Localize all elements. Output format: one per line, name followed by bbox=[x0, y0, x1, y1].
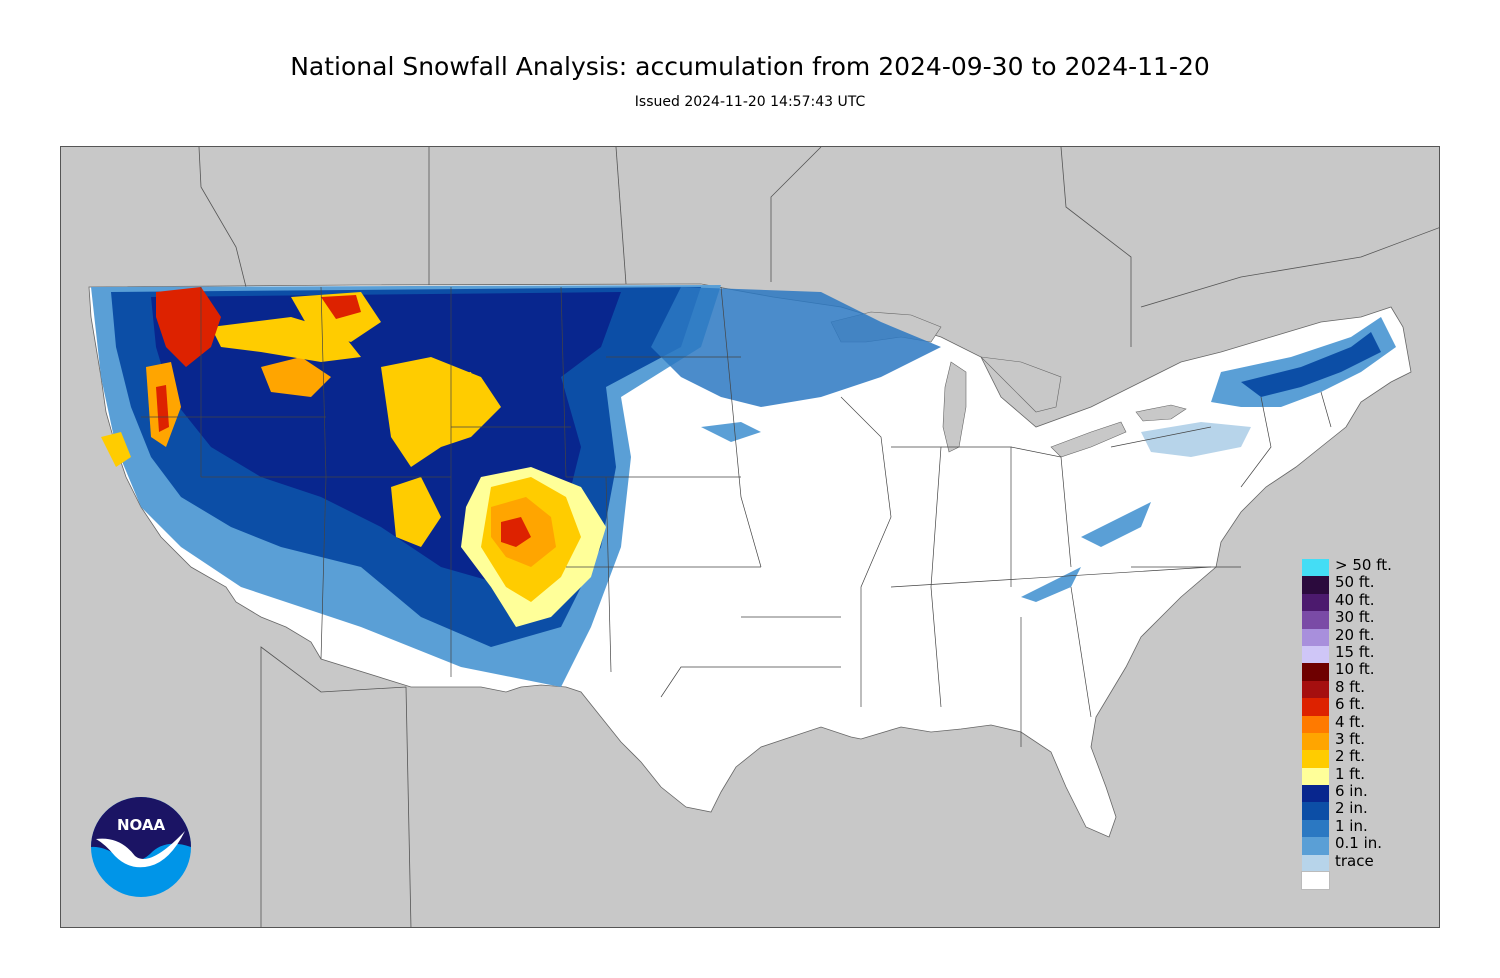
legend-item: 20 ft. bbox=[1302, 625, 1432, 646]
legend-label: 10 ft. bbox=[1335, 660, 1375, 679]
state-borders bbox=[141, 286, 1332, 747]
mexico-landmass bbox=[260, 646, 412, 927]
legend-swatch bbox=[1302, 559, 1329, 577]
legend-item: 40 ft. bbox=[1302, 590, 1432, 612]
legend-swatch bbox=[1302, 819, 1329, 838]
legend-swatch bbox=[1302, 698, 1329, 716]
legend-label: 3 ft. bbox=[1335, 729, 1365, 748]
lake-huron bbox=[980, 356, 1062, 413]
legend-item: 0.1 in. bbox=[1302, 834, 1432, 855]
legend-swatch bbox=[1302, 802, 1329, 820]
snowfall-northeast bbox=[701, 317, 1396, 602]
legend-swatch bbox=[1302, 750, 1329, 768]
legend-item: 6 ft. bbox=[1302, 695, 1432, 716]
legend-item: 30 ft. bbox=[1302, 608, 1432, 629]
legend-label: 50 ft. bbox=[1335, 573, 1375, 592]
legend-item: 50 ft. bbox=[1302, 573, 1432, 594]
legend-label: 1 ft. bbox=[1335, 764, 1365, 783]
legend-item: 4 ft. bbox=[1302, 712, 1432, 733]
legend-label: 40 ft. bbox=[1335, 590, 1375, 609]
legend-label: trace bbox=[1335, 851, 1374, 870]
map-canvas bbox=[88, 147, 1439, 927]
legend-item: 10 ft. bbox=[1302, 660, 1432, 681]
legend-swatch bbox=[1302, 767, 1329, 786]
legend-swatch bbox=[1302, 854, 1329, 873]
legend-item: 15 ft. bbox=[1302, 642, 1432, 664]
legend-swatch bbox=[1302, 663, 1329, 681]
canada-borders bbox=[198, 147, 1439, 347]
legend-item: 2 in. bbox=[1302, 799, 1432, 820]
legend-item: > 50 ft. bbox=[1302, 556, 1432, 577]
legend-swatch bbox=[1302, 611, 1329, 629]
legend-item: 2 ft. bbox=[1302, 747, 1432, 768]
legend-swatch bbox=[1302, 732, 1329, 751]
legend-item: 8 ft. bbox=[1302, 677, 1432, 699]
legend-label: > 50 ft. bbox=[1335, 556, 1392, 574]
legend-label: 6 in. bbox=[1335, 782, 1368, 801]
snowfall-high bbox=[101, 287, 606, 627]
legend-swatch bbox=[1302, 645, 1329, 664]
snowfall-map bbox=[60, 146, 1440, 928]
legend-label: 15 ft. bbox=[1335, 642, 1375, 661]
legend-label: 2 in. bbox=[1335, 799, 1368, 818]
legend-label: 1 in. bbox=[1335, 816, 1368, 835]
noaa-logo: NOAA bbox=[90, 796, 192, 898]
legend-item: 6 in. bbox=[1302, 782, 1432, 803]
lake-michigan bbox=[942, 361, 967, 453]
issued-timestamp: Issued 2024-11-20 14:57:43 UTC bbox=[634, 94, 866, 110]
legend-item: 1 in. bbox=[1302, 816, 1432, 838]
legend-item: 1 ft. bbox=[1302, 764, 1432, 786]
legend-swatch bbox=[1302, 628, 1329, 646]
logo-seagull-icon bbox=[96, 831, 185, 868]
legend-item: trace bbox=[1302, 851, 1432, 873]
legend-swatch bbox=[1302, 680, 1329, 699]
lake-ontario bbox=[1135, 404, 1187, 422]
logo-text: NOAA bbox=[117, 816, 166, 834]
legend-label: 30 ft. bbox=[1335, 608, 1375, 627]
legend-label: 8 ft. bbox=[1335, 677, 1365, 696]
legend-label: 20 ft. bbox=[1335, 625, 1375, 644]
snowfall-legend: > 50 ft. 50 ft. 40 ft. 30 ft. 20 ft. 15 ft. 10… bbox=[1301, 556, 1432, 891]
legend-swatch bbox=[1302, 593, 1329, 612]
map-title: National Snowfall Analysis: accumulation… bbox=[290, 52, 1210, 81]
legend-item bbox=[1301, 871, 1432, 891]
legend-swatch bbox=[1302, 576, 1329, 594]
legend-label: 6 ft. bbox=[1335, 695, 1365, 714]
legend-label: 2 ft. bbox=[1335, 747, 1365, 766]
legend-swatch bbox=[1301, 871, 1330, 891]
legend-swatch bbox=[1302, 785, 1329, 803]
legend-label: 0.1 in. bbox=[1335, 834, 1383, 853]
legend-swatch bbox=[1302, 715, 1329, 733]
legend-label: 4 ft. bbox=[1335, 712, 1365, 731]
noaa-logo-graphic: NOAA bbox=[91, 797, 191, 897]
legend-item: 3 ft. bbox=[1302, 729, 1432, 751]
legend-swatch bbox=[1302, 837, 1329, 855]
